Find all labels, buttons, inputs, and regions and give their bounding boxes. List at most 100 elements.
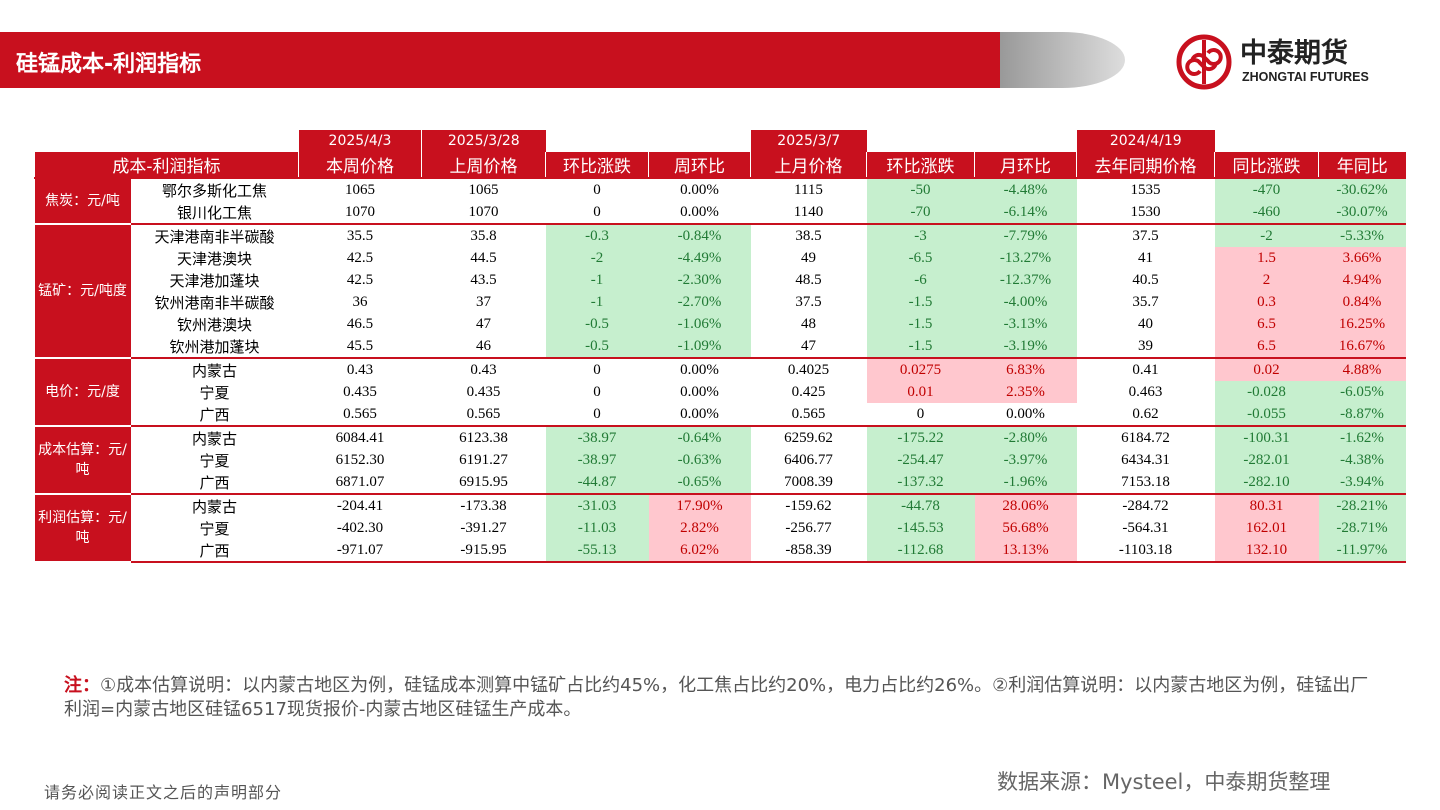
data-row: 焦炭：元/吨 鄂尔多斯化工焦 1065 1065 0 0.00% 1115 -50 -4.48%… [34,177,1406,225]
blank [649,130,751,152]
cell: -112.68 [866,539,975,563]
cell: 7008.39 [750,471,867,495]
cell: -391.27 [460,519,507,536]
cell: 36 [352,293,368,310]
cell: 0 [593,383,601,400]
cell: 46.5 [346,315,374,332]
blank [975,130,1077,152]
cell: -7.79% [974,223,1077,247]
cell: 0.00% [648,201,751,225]
cell: 38.5 [750,223,867,247]
cell: 35.5 [298,223,422,247]
cell: 45.5 [298,335,422,359]
blank [546,130,649,152]
cell: 16.25% [1318,313,1406,335]
cell: -254.47 [866,449,975,471]
cell: -3 [866,223,975,247]
cell: 0.62 [1076,403,1215,427]
cell: 1070 [298,201,422,225]
cell: 162.01 [1214,517,1319,539]
note-prefix: 注： [64,675,100,696]
cell: -3.97% [974,449,1077,471]
cell: 6915.95 [421,471,546,495]
cell: 0.00% [648,357,751,381]
cell: -6 [866,269,975,291]
cell: -30.07% [1318,201,1406,225]
row-name: 广西 [130,403,299,427]
row-name: 广西 [130,539,299,563]
row-name: 银川化工焦 [130,201,299,225]
data-row: 天津港加蓬块 42.5 43.5 -1 -2.30% 48.5 -6 -12.37% 40.5 2… [35,269,1406,291]
cell: -0.028 [1214,381,1319,403]
column-header: 同比涨跌 [1214,152,1319,178]
group-label: 利润估算：元/吨 [34,493,131,563]
cell: 37 [476,293,491,310]
logo-cn: 中泰期货 [1240,37,1348,69]
header-row: 成本-利润指标 本周价格 上周价格 环比涨跌 周环比 上月价格 环比涨跌 月环比 去年同期价格同… [34,152,1406,178]
cell: 47 [476,315,491,332]
cell: 0.00% [648,403,751,427]
cell: 0.00% [680,383,719,400]
date-cell: 2025/4/3 [298,130,422,152]
cell: -137.32 [866,471,975,495]
cell: -1.5 [866,335,975,359]
cell: -1.5 [866,313,975,335]
cell: -2.80% [974,425,1077,449]
cell: -0.3 [545,223,649,247]
cell: 0.00% [974,403,1077,427]
cell: -1 [545,269,649,291]
cell: -858.39 [750,539,867,563]
column-header: 环比涨跌 [545,152,649,178]
data-row: 利润估算：元/吨 内蒙古 -204.41 -173.38 -31.03 17.90% -15… [34,493,1406,563]
cell: -70 [866,201,975,225]
cell: 42.5 [346,271,374,288]
cell: 17.90% [648,493,751,517]
cell: 1065 [421,177,546,201]
date-cell: 2024/4/19 [1076,130,1215,152]
cell: -0.63% [648,449,751,471]
cell: 0.41 [1076,357,1215,381]
row-name: 钦州港南非半碳酸 [154,295,275,312]
group-label: 成本估算：元/吨 [34,425,131,495]
cell: 1070 [421,201,546,225]
cell: 1535 [1076,177,1215,201]
logo: 中泰期货 ZHONGTAI FUTURES [1176,34,1369,90]
data-row: 宁夏 6152.30 6191.27 -38.97 -0.63% 6406.77 -254.… [35,449,1406,471]
cell: -282.10 [1214,471,1319,495]
cell: 43.5 [470,271,497,288]
cell: 2.35% [974,381,1077,403]
blank [1319,130,1406,152]
cell: -175.22 [866,425,975,449]
row-name: 天津港澳块 [176,251,252,268]
row-name: 内蒙古 [130,357,299,381]
cell: -2.70% [648,291,751,313]
cell: 42.5 [346,249,374,266]
cell: -8.87% [1318,403,1406,427]
cell: 2.82% [648,517,751,539]
data-row: 钦州港加蓬块 45.5 46 -0.5 -1.09% 47 -1.5 -3.19% 39 6.5 1… [35,335,1406,359]
cell: 80.31 [1214,493,1319,517]
cell: 56.68% [974,517,1077,539]
cell: -971.07 [298,539,422,563]
date-cell: 2025/3/7 [750,130,867,152]
cell: -28.21% [1318,493,1406,517]
cell: 41 [1138,249,1153,266]
blank [35,130,299,152]
data-row: 锰矿：元/吨度 天津港南非半碳酸 35.5 35.8 -0.3 -0.84% 38.5 -3-… [34,223,1406,359]
group-label: 电价：元/度 [34,357,131,427]
cell: 2 [1214,269,1319,291]
cell: -28.71% [1318,517,1406,539]
cell: -4.00% [974,291,1077,313]
cell: -2.30% [648,269,751,291]
cell: -6.5 [866,247,975,269]
cell: -1.09% [648,335,751,359]
cell: 35.7 [1132,293,1159,310]
row-name: 内蒙古 [130,493,299,517]
cell: 39 [1076,335,1215,359]
cell: -31.03 [545,493,649,517]
cell: 37.5 [795,293,822,310]
row-name: 广西 [130,471,299,495]
cell: -4.38% [1318,449,1406,471]
cell: -470 [1214,177,1319,201]
